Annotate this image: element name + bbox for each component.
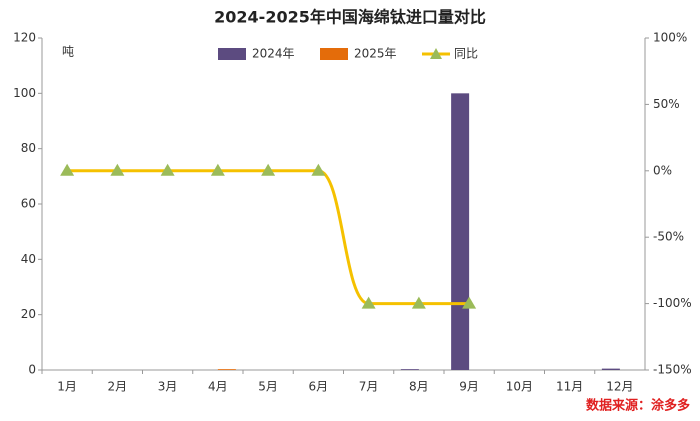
legend-swatch bbox=[218, 48, 246, 60]
y2-tick-label: -50% bbox=[653, 230, 684, 244]
marker bbox=[411, 296, 426, 309]
legend-label: 2025年 bbox=[354, 47, 397, 61]
x-tick-label: 3月 bbox=[158, 380, 178, 394]
marker bbox=[110, 163, 125, 176]
y-tick-label: 120 bbox=[13, 31, 36, 45]
x-tick-label: 6月 bbox=[309, 380, 329, 394]
marker bbox=[60, 163, 75, 176]
y-tick-label: 60 bbox=[21, 197, 36, 211]
legend-label: 同比 bbox=[454, 47, 478, 61]
x-tick-label: 8月 bbox=[409, 380, 429, 394]
x-tick-label: 7月 bbox=[359, 380, 379, 394]
marker bbox=[462, 296, 477, 309]
y-tick-label: 20 bbox=[21, 307, 36, 321]
bar bbox=[400, 369, 419, 370]
y2-tick-label: -150% bbox=[653, 363, 692, 377]
legend-swatch bbox=[320, 48, 348, 60]
x-tick-label: 5月 bbox=[258, 380, 278, 394]
y-tick-label: 0 bbox=[28, 363, 36, 377]
bar bbox=[217, 369, 236, 370]
x-tick-label: 11月 bbox=[556, 380, 583, 394]
marker bbox=[361, 296, 376, 309]
y-tick-label: 100 bbox=[13, 86, 36, 100]
source: 数据来源：涂多多 bbox=[586, 398, 690, 414]
y-axis-label: 吨 bbox=[62, 45, 74, 59]
y-tick-label: 80 bbox=[21, 141, 36, 155]
y2-tick-label: -100% bbox=[653, 296, 692, 310]
x-tick-label: 4月 bbox=[208, 380, 228, 394]
x-tick-label: 10月 bbox=[506, 380, 533, 394]
marker bbox=[210, 163, 225, 176]
y2-tick-label: 0% bbox=[653, 163, 672, 177]
legend-label: 2024年 bbox=[252, 47, 295, 61]
marker bbox=[261, 163, 276, 176]
y2-tick-label: 50% bbox=[653, 97, 680, 111]
x-tick-label: 12月 bbox=[606, 380, 633, 394]
bar bbox=[601, 368, 620, 370]
chart-title: 2024-2025年中国海绵钛进口量对比 bbox=[214, 8, 486, 27]
marker bbox=[160, 163, 175, 176]
y2-tick-label: 100% bbox=[653, 31, 687, 45]
x-tick-label: 9月 bbox=[459, 380, 479, 394]
x-tick-label: 1月 bbox=[57, 380, 77, 394]
line bbox=[67, 169, 470, 306]
x-tick-label: 2月 bbox=[108, 380, 128, 394]
legend-marker bbox=[430, 48, 442, 59]
bar bbox=[451, 93, 470, 370]
marker bbox=[311, 163, 326, 176]
y-tick-label: 40 bbox=[21, 252, 36, 266]
